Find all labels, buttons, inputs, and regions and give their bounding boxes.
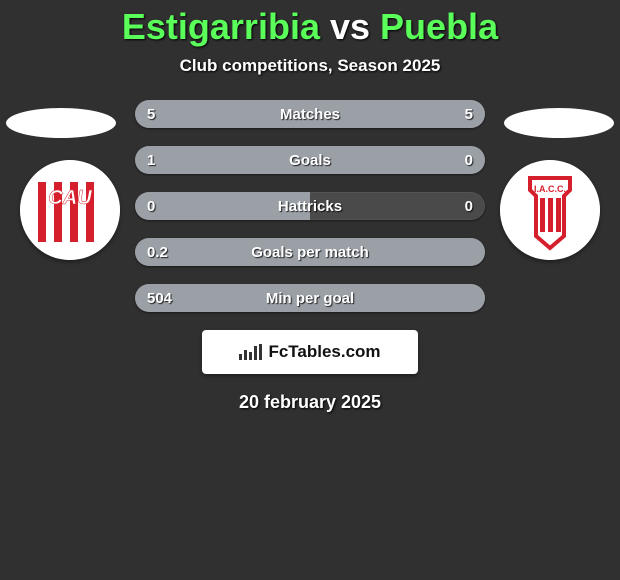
stat-value-right: 0 [465, 192, 473, 220]
club-badge-right: I.A.C.C. [500, 160, 600, 260]
stat-row: Goals per match0.2 [135, 238, 485, 266]
brand-text: FcTables.com [268, 342, 380, 362]
brand-badge: FcTables.com [202, 330, 418, 374]
date-label: 20 february 2025 [0, 392, 620, 413]
subtitle: Club competitions, Season 2025 [0, 56, 620, 76]
shield-icon: CAU [20, 160, 120, 260]
player-platform-left [6, 108, 116, 138]
title-player-left: Estigarribia [122, 6, 320, 47]
stat-value-right: 5 [465, 100, 473, 128]
stat-label: Hattricks [135, 192, 485, 220]
club-badge-right-text: I.A.C.C. [534, 184, 566, 194]
page-title: Estigarribia vs Puebla [0, 0, 620, 48]
stat-row: Hattricks0 0 [135, 192, 485, 220]
stat-row: Matches5 5 [135, 100, 485, 128]
stat-value-left: 0.2 [147, 238, 168, 266]
title-player-right: Puebla [380, 6, 498, 47]
stat-row: Min per goal504 [135, 284, 485, 312]
shield-icon: I.A.C.C. [500, 160, 600, 260]
title-vs: vs [330, 6, 370, 47]
stat-label: Goals per match [135, 238, 485, 266]
stat-row: Goals1 0 [135, 146, 485, 174]
stat-value-left: 1 [147, 146, 155, 174]
player-platform-right [504, 108, 614, 138]
stat-value-left: 0 [147, 192, 155, 220]
stat-value-left: 504 [147, 284, 172, 312]
stat-label: Min per goal [135, 284, 485, 312]
stat-value-left: 5 [147, 100, 155, 128]
club-badge-left-text: CAU [48, 187, 92, 209]
stat-bars: Matches55Goals10Hattricks00Goals per mat… [135, 100, 485, 312]
club-badge-left: CAU [20, 160, 120, 260]
stat-label: Matches [135, 100, 485, 128]
bar-chart-icon [239, 344, 262, 360]
comparison-stage: CAU I.A.C.C. Matches55Goals10Hattricks00… [0, 100, 620, 312]
stat-value-right: 0 [465, 146, 473, 174]
stat-label: Goals [135, 146, 485, 174]
